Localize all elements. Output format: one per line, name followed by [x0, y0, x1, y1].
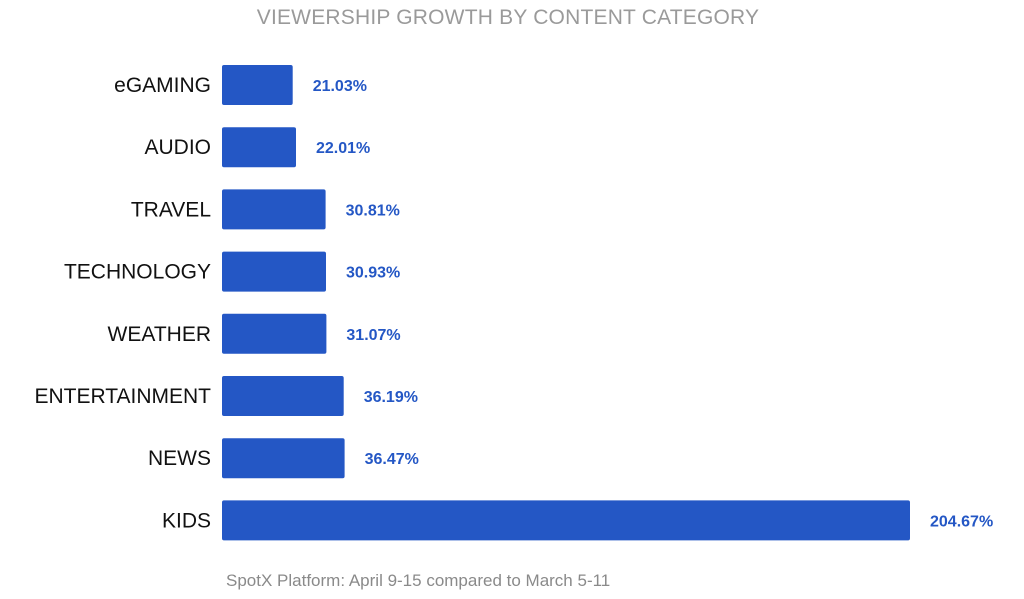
value-label: 36.47%: [365, 451, 419, 468]
category-label: TECHNOLOGY: [64, 261, 211, 284]
category-label: ENTERTAINMENT: [34, 385, 211, 408]
category-label: eGAMING: [114, 74, 211, 97]
bar-technology: [222, 251, 326, 292]
category-label: KIDS: [162, 509, 211, 532]
value-label: 21.03%: [313, 78, 367, 95]
bar-kids: [222, 500, 910, 541]
category-label: WEATHER: [108, 323, 211, 346]
bar-travel: [222, 189, 326, 230]
value-label: 31.07%: [346, 327, 400, 344]
bar-weather: [222, 313, 327, 354]
category-label: TRAVEL: [131, 198, 211, 221]
value-labels: 21.03% 22.01% 30.81% 30.93% 31.07% 36.19% 36.4…: [313, 78, 993, 530]
bar-audio: [222, 127, 296, 168]
chart-title: VIEWERSHIP GROWTH BY CONTENT CATEGORY: [256, 6, 760, 29]
category-labels: eGAMING AUDIO TRAVEL TECHNOLOGY WEATHER ENTER…: [34, 74, 211, 532]
bar-entertainment: [222, 376, 344, 416]
bar-egaming: [222, 65, 293, 105]
chart-footnote: SpotX Platform: April 9-15 compared to M…: [226, 571, 611, 590]
bar-news: [222, 438, 345, 479]
value-label: 36.19%: [364, 389, 418, 406]
value-label: 204.67%: [930, 513, 993, 530]
value-label: 30.93%: [346, 265, 400, 282]
category-label: AUDIO: [144, 136, 211, 159]
value-label: 30.81%: [346, 202, 400, 219]
value-label: 22.01%: [316, 140, 370, 157]
bars-layer: [222, 65, 910, 541]
category-label: NEWS: [148, 447, 211, 470]
